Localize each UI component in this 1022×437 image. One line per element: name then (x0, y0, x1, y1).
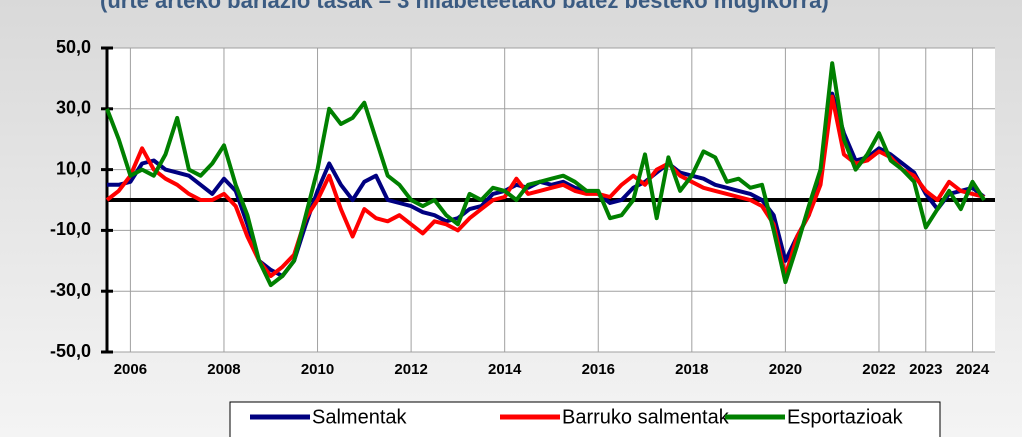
y-tick-label: 50,0 (56, 37, 91, 57)
x-tick-label: 2016 (582, 361, 615, 378)
chart-title: (urte arteko bariazio tasak – 3 hilabete… (100, 0, 829, 13)
x-tick-label: 2010 (301, 361, 334, 378)
y-tick-label: -10,0 (50, 219, 91, 239)
y-tick-label: -30,0 (50, 280, 91, 300)
x-tick-label: 2020 (769, 361, 802, 378)
legend-label: Barruko salmentak (562, 406, 730, 428)
x-tick-label: 2018 (675, 361, 708, 378)
x-tick-label: 2006 (114, 361, 147, 378)
x-tick-label: 2012 (394, 361, 427, 378)
x-tick-label: 2008 (207, 361, 240, 378)
series-line (105, 94, 985, 278)
series-line (105, 61, 986, 288)
x-tick-label: 2014 (488, 361, 522, 378)
y-tick-label: 10,0 (56, 158, 91, 178)
x-tick-label: 2022 (862, 361, 895, 378)
legend (229, 401, 941, 437)
y-tick-label: -50,0 (50, 341, 91, 361)
legend-label: Esportazioak (787, 406, 904, 428)
x-tick-label: 2024 (956, 361, 990, 378)
y-tick-label: 30,0 (56, 98, 91, 118)
legend-label: Salmentak (312, 406, 407, 428)
x-tick-label: 2023 (909, 361, 942, 378)
